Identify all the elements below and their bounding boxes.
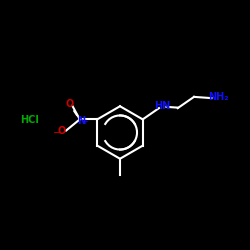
- Text: −: −: [53, 128, 61, 138]
- Text: N: N: [77, 116, 85, 126]
- Text: HCl: HCl: [20, 115, 40, 125]
- Text: NH₂: NH₂: [208, 92, 229, 102]
- Text: O: O: [58, 126, 66, 136]
- Text: +: +: [82, 119, 88, 125]
- Text: O: O: [66, 100, 74, 110]
- Text: HN: HN: [154, 100, 171, 110]
